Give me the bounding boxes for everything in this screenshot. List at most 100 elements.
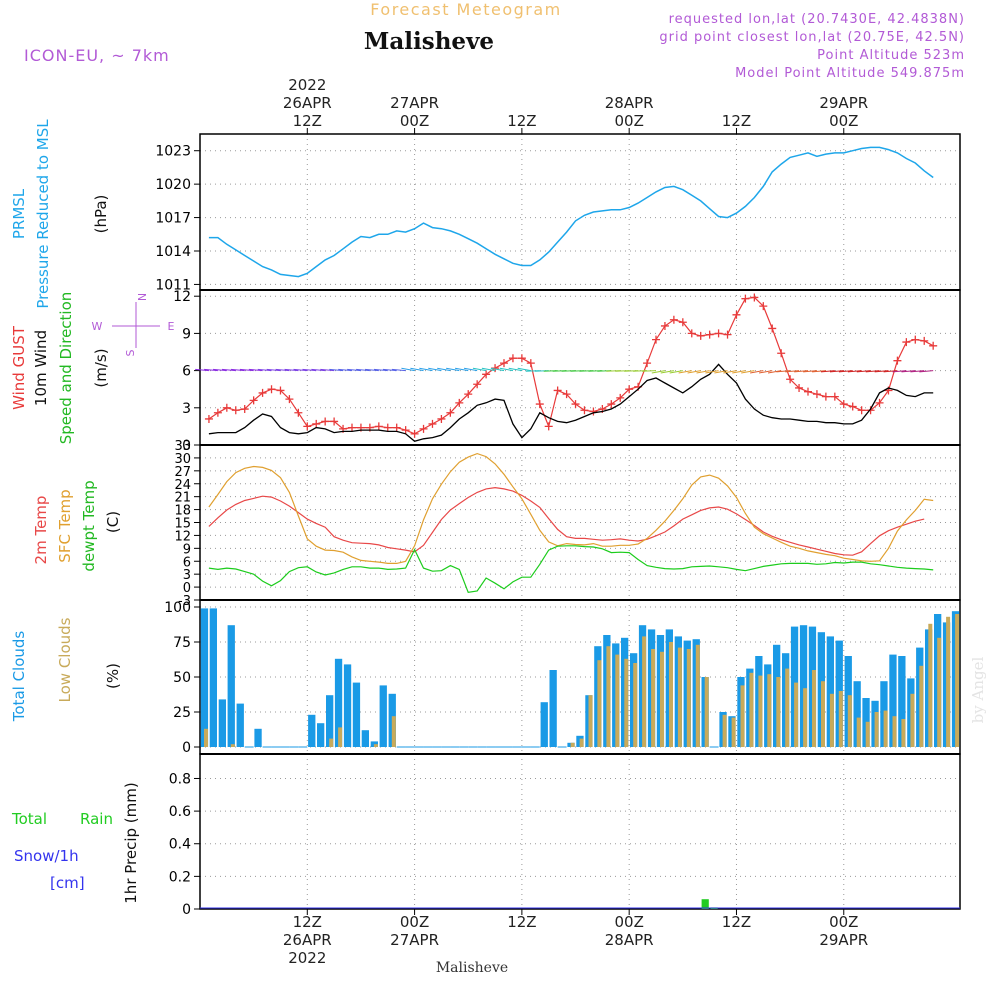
precip-ytick-label: 0 [182, 902, 191, 918]
wind-direction-arrow [195, 368, 209, 372]
wind-direction-arrow [517, 367, 531, 372]
low-cloud-bar [892, 716, 897, 747]
label-10m-wind: 10m Wind [32, 330, 50, 406]
gust-marker [777, 349, 786, 358]
precip-ytick-label: 0.8 [169, 771, 191, 787]
compass-n: N [135, 293, 148, 301]
label-total-clouds: Total Clouds [10, 631, 28, 723]
label-wind-gust: Wind GUST [10, 325, 28, 410]
top-time-label: 00Z [829, 112, 858, 130]
wind-direction-arrow [329, 368, 344, 372]
bottom-time-label: 12Z [507, 913, 536, 931]
low-cloud-bar [660, 651, 664, 747]
wind-direction-arrow [758, 370, 773, 374]
compass-w: W [92, 320, 103, 333]
wind-direction-arrow [750, 370, 764, 374]
precip-panel-frame [199, 753, 961, 910]
bottom-time-label: 00Z [614, 913, 643, 931]
gust-marker [249, 396, 258, 405]
wind-direction-arrow [212, 368, 227, 372]
wind-direction-arrow [481, 367, 496, 372]
low-cloud-bar [812, 670, 816, 747]
low-cloud-bar [579, 738, 584, 747]
low-cloud-bar [606, 646, 611, 747]
temp-ytick-label: 3 [183, 568, 191, 583]
gust-marker [410, 429, 419, 438]
gust-marker [517, 354, 526, 363]
low-cloud-bar [829, 693, 834, 747]
label-pressure-msl: Pressure Reduced to MSL [34, 119, 52, 309]
plot-layer: 10111014101710201023036912-3036912151821… [155, 76, 961, 967]
label-percent: (%) [104, 663, 122, 689]
wind-direction-arrow [338, 368, 353, 372]
wind-direction-arrow [320, 368, 335, 372]
wind-direction-arrow [391, 368, 406, 372]
total-cloud-bar [898, 656, 906, 747]
low-cloud-bar [230, 744, 235, 747]
gust-marker [240, 405, 249, 414]
wind-direction-arrow [847, 370, 862, 373]
wind-direction-arrow [463, 367, 478, 372]
top-time-label: 12Z [722, 112, 751, 130]
wind-direction-arrow [454, 367, 469, 372]
gust-marker [669, 315, 678, 324]
gust-marker [652, 335, 660, 344]
gust-marker [419, 424, 428, 433]
total-cloud-bar [317, 723, 325, 747]
gust-marker [857, 406, 866, 415]
model-label: ICON-EU, ~ 7km [24, 46, 170, 65]
gust-marker [464, 390, 473, 399]
low-cloud-bar [373, 744, 378, 747]
total-cloud-bar [334, 658, 343, 747]
bottom-time-label: 00Z [829, 913, 858, 931]
total-cloud-bar [540, 702, 548, 747]
gust-marker [312, 419, 321, 428]
low-cloud-bar [329, 738, 334, 747]
total-cloud-bar [361, 730, 369, 747]
label-snow-1h: Snow/1h [14, 847, 79, 865]
low-cloud-bar [910, 693, 915, 747]
temp-ytick-label: 6 [183, 555, 191, 570]
label-2m-temp: 2m Temp [32, 496, 50, 565]
top-time-label: 00Z [614, 112, 643, 130]
wind-direction-arrow [239, 368, 254, 372]
wind-direction-arrow [266, 368, 281, 372]
total-cloud-bar [853, 681, 861, 747]
pressure-ytick-label: 1014 [155, 244, 191, 260]
temp-ytick-label: 15 [174, 517, 191, 532]
wind-direction-arrow [382, 368, 397, 372]
temp-dewpt-line [208, 545, 934, 593]
gust-marker [482, 370, 491, 379]
wind-direction-arrow [230, 368, 245, 372]
gust-marker [723, 330, 732, 339]
label-prmsl: PRMSL [10, 188, 28, 239]
gust-marker [500, 359, 508, 368]
wind-direction-arrow [651, 370, 666, 374]
gust-marker [535, 400, 544, 409]
wind-line [208, 363, 934, 443]
label-rain: Rain [80, 810, 113, 828]
pressure-line [208, 146, 934, 278]
label-total: Total [11, 810, 47, 828]
low-cloud-bar [919, 665, 924, 747]
wind-direction-arrow [812, 370, 826, 373]
gust-marker [553, 386, 562, 395]
low-cloud-bar [740, 685, 745, 747]
low-cloud-bar [794, 682, 799, 747]
bottom-time-label: 27APR [390, 931, 439, 949]
model-altitude: Model Point Altitude 549.875m [735, 66, 965, 81]
wind-direction-arrow [311, 368, 326, 372]
gust-marker [473, 380, 482, 389]
gust-marker [437, 414, 446, 423]
wind-direction-arrow [356, 368, 370, 372]
label-1hr-precip: 1hr Precip (mm) [122, 782, 140, 903]
label-low-clouds: Low Clouds [56, 617, 74, 702]
low-cloud-bar [838, 691, 843, 747]
gust-marker [812, 390, 821, 399]
clouds-ytick-label: 100 [164, 600, 191, 616]
clouds-ytick-label: 50 [173, 670, 191, 686]
low-cloud-bar [883, 710, 888, 747]
gust-marker [213, 408, 222, 417]
top-time-label: 12Z [507, 112, 536, 130]
